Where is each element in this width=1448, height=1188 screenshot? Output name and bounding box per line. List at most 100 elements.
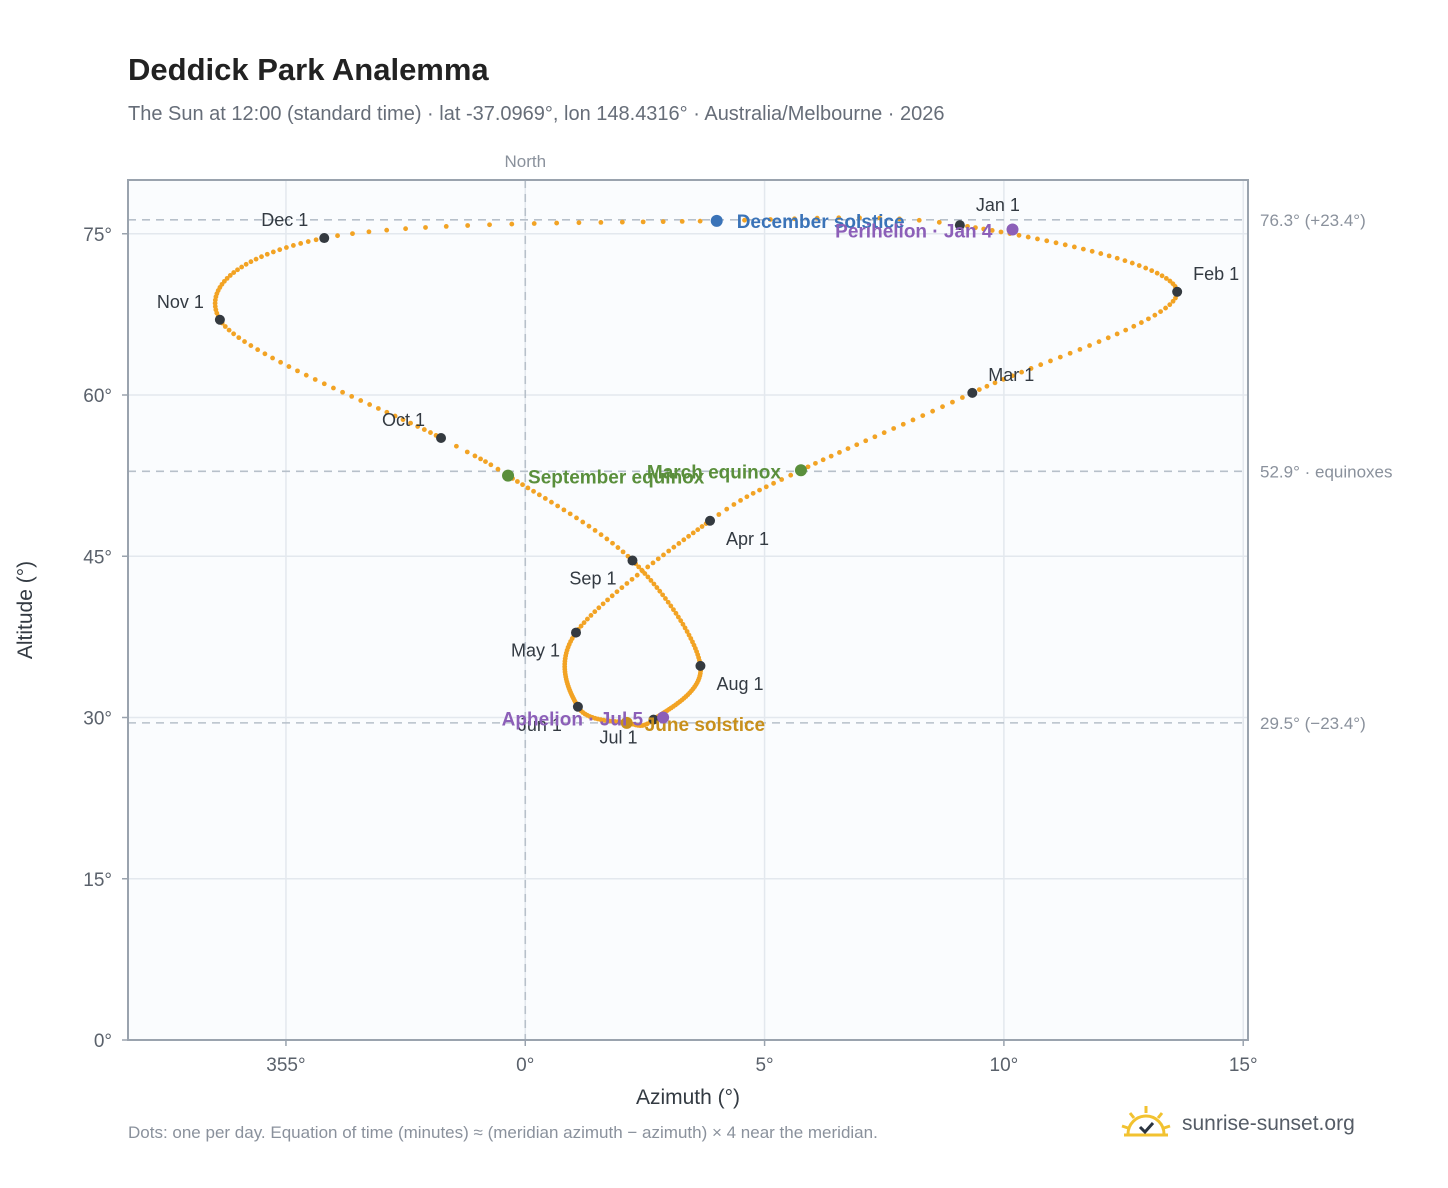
daily-sun-dot: [375, 406, 381, 411]
daily-sun-dot: [900, 421, 906, 427]
month-label: Jul 1: [600, 728, 638, 748]
y-tick-label: 15°: [83, 870, 112, 891]
daily-sun-dot: [950, 399, 955, 405]
daily-sun-dot: [295, 368, 300, 374]
daily-sun-dot: [335, 233, 340, 239]
event-label: June solstice: [645, 715, 765, 736]
plot-border: [127, 179, 1249, 1041]
daily-sun-dot: [1136, 263, 1142, 268]
daily-sun-dot: [580, 519, 586, 525]
daily-sun-dot: [716, 512, 722, 517]
daily-sun-dot: [549, 499, 554, 505]
daily-sun-dot: [243, 261, 249, 267]
daily-sun-dot: [976, 387, 982, 393]
event-label: Perihelion · Jan 4: [835, 221, 993, 242]
month-marker: [214, 314, 225, 325]
daily-sun-dot: [509, 221, 515, 227]
daily-sun-dot: [620, 549, 626, 555]
daily-sun-dot: [805, 464, 811, 470]
month-marker: [319, 233, 330, 244]
daily-sun-dot: [286, 364, 292, 369]
event-marker: [794, 464, 807, 477]
daily-sun-dot: [1077, 346, 1083, 352]
brand[interactable]: sunrise-sunset.org: [1120, 1100, 1355, 1148]
month-marker: [1172, 286, 1183, 297]
daily-sun-dot: [453, 443, 459, 449]
daily-sun-dot: [779, 477, 785, 482]
daily-sun-dot: [604, 536, 610, 542]
daily-sun-dot: [1053, 240, 1059, 246]
daily-sun-dot: [1048, 358, 1053, 364]
daily-sun-dot: [542, 496, 548, 501]
daily-sun-dot: [554, 220, 560, 226]
event-marker: [620, 716, 633, 729]
daily-sun-dot: [660, 219, 666, 225]
month-label: Nov 1: [157, 292, 204, 312]
daily-sun-dot: [1170, 298, 1176, 304]
daily-sun-dot: [1080, 246, 1086, 252]
daily-sun-dot: [998, 229, 1004, 235]
daily-sun-dot: [660, 592, 666, 598]
daily-sun-dot: [1154, 270, 1160, 276]
daily-sun-dot: [645, 564, 651, 570]
axes: 355° 0° 5° 10° 15° 0° 15° 30° 45° 60° 75° Azimuth (…: [14, 225, 1258, 1109]
daily-sun-dot: [837, 450, 842, 455]
daily-sun-dot: [305, 239, 311, 244]
event-label: March equinox: [647, 462, 782, 483]
daily-sun-dot: [592, 527, 598, 533]
x-tick-label: 10°: [990, 1055, 1019, 1076]
y-tick-label: 60°: [83, 386, 112, 407]
daily-sun-dot: [690, 530, 696, 536]
daily-sun-dot: [636, 564, 642, 570]
daily-sun-dot: [661, 552, 666, 558]
daily-sun-dot: [682, 625, 688, 631]
chart-title: Deddick Park Analemma: [128, 52, 489, 87]
daily-sun-dot: [668, 603, 674, 609]
daily-sun-dot: [654, 585, 660, 590]
month-marker: [954, 220, 965, 231]
daily-sun-dot: [1087, 343, 1092, 348]
daily-sun-dot: [531, 221, 537, 226]
daily-sun-dot: [596, 605, 602, 611]
daily-sun-dot: [828, 453, 834, 459]
daily-sun-dot: [992, 380, 998, 386]
month-markers: Jan 1 Feb 1 Mar 1 Apr 1 May 1 Jun 1 Jul 1 Aug 1…: [157, 195, 1239, 748]
daily-sun-dot: [515, 479, 520, 484]
daily-sun-dot: [1105, 335, 1111, 341]
month-marker: [436, 433, 447, 443]
daily-sun-dot: [428, 430, 433, 435]
daily-sun-dot: [574, 515, 579, 521]
meridian: North: [504, 152, 546, 1040]
daily-sun-dot: [242, 339, 247, 344]
daily-sun-dot: [666, 548, 672, 554]
daily-sun-dot: [303, 372, 309, 378]
daily-sun-dot: [624, 581, 630, 586]
daily-sun-dot: [350, 231, 355, 237]
daily-sun-dot: [959, 395, 965, 400]
daily-sun-dot: [629, 576, 635, 582]
reference-line-label: 76.3° (+23.4°): [1260, 211, 1366, 230]
daily-sun-dot: [651, 581, 657, 587]
month-label: Sep 1: [569, 569, 616, 589]
daily-sun-dot: [1114, 331, 1120, 337]
reference-line-label: 29.5° (−23.4°): [1260, 714, 1366, 733]
daily-sun-dot: [222, 324, 228, 329]
daily-sun-dot: [645, 574, 651, 580]
event-marker: [657, 711, 670, 724]
daily-sun-dot: [675, 614, 681, 620]
daily-sun-dot: [253, 256, 259, 262]
daily-sun-dot: [1129, 260, 1135, 266]
daily-sun-dot: [392, 413, 398, 419]
daily-sun-dot: [1149, 268, 1155, 274]
x-tick-label: 5°: [755, 1055, 773, 1076]
daily-sun-dot: [681, 537, 687, 543]
daily-sun-dot: [930, 408, 936, 414]
brand-name: sunrise-sunset.org: [1182, 1112, 1355, 1135]
daily-sun-dot: [312, 377, 318, 382]
daily-sun-dot: [1152, 312, 1158, 318]
daily-sun-dot: [1146, 316, 1151, 322]
month-label: Apr 1: [726, 529, 769, 549]
daily-sun-dot: [763, 484, 769, 490]
daily-sun-dot: [581, 620, 587, 626]
daily-sun-dot: [415, 424, 421, 429]
